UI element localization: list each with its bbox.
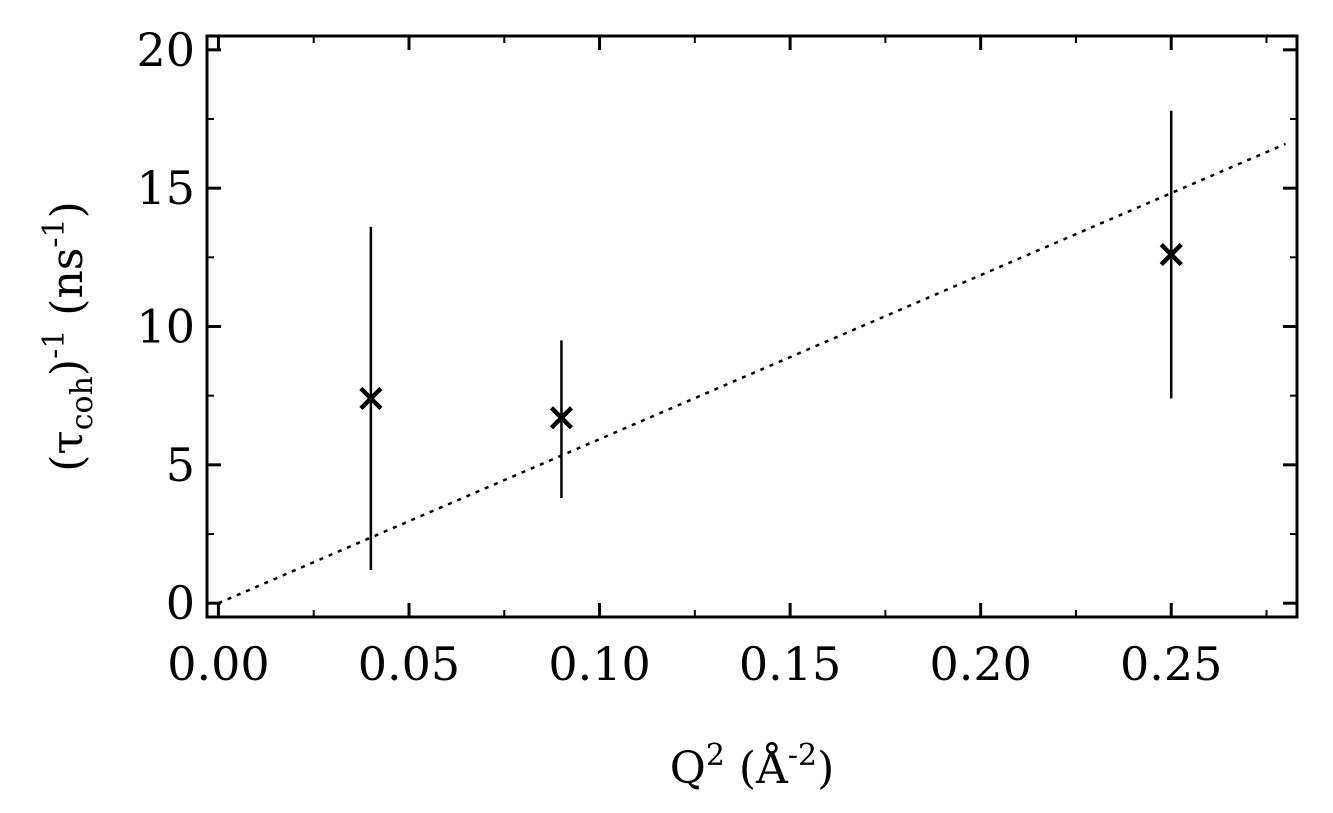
tick-labels: 0.00 0.05 0.10 0.15 0.20 0.25 0 5 10 15 20 — [136, 23, 1222, 691]
y-tick-label: 20 — [136, 23, 195, 77]
y-axis-label: (τcoh)-1 (ns-1) — [37, 201, 100, 472]
data-point-marker — [1159, 242, 1183, 267]
data-point-marker — [359, 386, 383, 411]
x-axis-label: Q2 (Å-2) — [670, 738, 835, 794]
y-tick-label: 5 — [166, 438, 195, 492]
y-tick-label: 15 — [136, 161, 195, 215]
fit-line — [217, 142, 1287, 605]
x-tick-label: 0.25 — [1120, 637, 1222, 691]
data-point-marker — [549, 406, 574, 430]
axis-ticks — [207, 36, 1297, 617]
y-tick-label: 10 — [136, 300, 195, 354]
x-tick-label: 0.20 — [929, 637, 1031, 691]
x-tick-label: 0.10 — [548, 637, 650, 691]
data-points — [359, 110, 1183, 570]
x-tick-label: 0.00 — [167, 637, 269, 691]
x-tick-label: 0.05 — [358, 637, 460, 691]
x-tick-label: 0.15 — [739, 637, 841, 691]
y-tick-label: 0 — [166, 576, 195, 630]
